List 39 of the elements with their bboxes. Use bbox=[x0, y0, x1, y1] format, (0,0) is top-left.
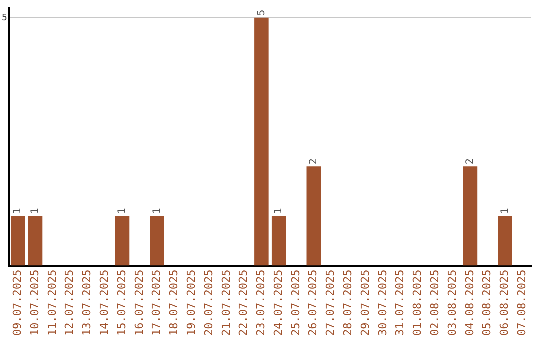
data-label: 2 bbox=[465, 158, 476, 165]
data-label: 1 bbox=[117, 208, 128, 214]
x-tick-label: 21.07.2025 bbox=[220, 270, 233, 336]
x-tick-label: 19.07.2025 bbox=[184, 270, 198, 336]
x-tick-label: 23.07.2025 bbox=[254, 270, 268, 336]
data-label: 1 bbox=[12, 208, 24, 214]
x-tick-label: 22.07.2025 bbox=[237, 270, 250, 336]
data-label: 5 bbox=[256, 10, 268, 16]
x-tick-label: 31.07.2025 bbox=[394, 270, 407, 336]
x-tick-label: 10.07.2025 bbox=[28, 270, 42, 336]
x-tick-label: 17.07.2025 bbox=[150, 270, 164, 336]
x-tick-label: 20.07.2025 bbox=[202, 270, 216, 336]
x-tick-label: 13.07.2025 bbox=[80, 270, 94, 336]
x-tick-label: 24.07.2025 bbox=[272, 270, 285, 336]
x-tick-label: 12.07.2025 bbox=[63, 270, 76, 336]
x-tick-label: 18.07.2025 bbox=[168, 270, 181, 336]
x-tick-label: 09.07.2025 bbox=[10, 270, 24, 336]
x-tick-label: 27.07.2025 bbox=[324, 270, 338, 336]
x-tick-label: 03.08.2025 bbox=[446, 270, 459, 336]
x-tick-label: 28.07.2025 bbox=[342, 270, 355, 336]
x-tick-label: 26.07.2025 bbox=[306, 270, 320, 336]
x-tick-label: 01.08.2025 bbox=[411, 270, 424, 336]
data-label: 1 bbox=[500, 208, 511, 214]
x-tick-label: 04.08.2025 bbox=[463, 270, 476, 336]
x-tick-label: 11.07.2025 bbox=[46, 270, 59, 336]
data-label: 1 bbox=[30, 208, 42, 214]
x-tick-label: 30.07.2025 bbox=[376, 270, 390, 336]
x-tick-label: 15.07.2025 bbox=[115, 270, 128, 336]
data-label: 1 bbox=[274, 208, 285, 214]
x-tick-label: 02.08.2025 bbox=[428, 270, 442, 336]
data-label: 1 bbox=[152, 208, 163, 214]
x-tick-label: 25.07.2025 bbox=[289, 270, 302, 336]
data-label: 2 bbox=[308, 158, 320, 165]
x-tick-label: 07.08.2025 bbox=[516, 270, 529, 336]
x-tick-label: 06.08.2025 bbox=[498, 270, 512, 336]
x-tick-label: 05.08.2025 bbox=[480, 270, 494, 336]
x-tick-label: 16.07.2025 bbox=[132, 270, 146, 336]
x-tick-label: 14.07.2025 bbox=[98, 270, 111, 336]
x-tick-label: 29.07.2025 bbox=[358, 270, 372, 336]
